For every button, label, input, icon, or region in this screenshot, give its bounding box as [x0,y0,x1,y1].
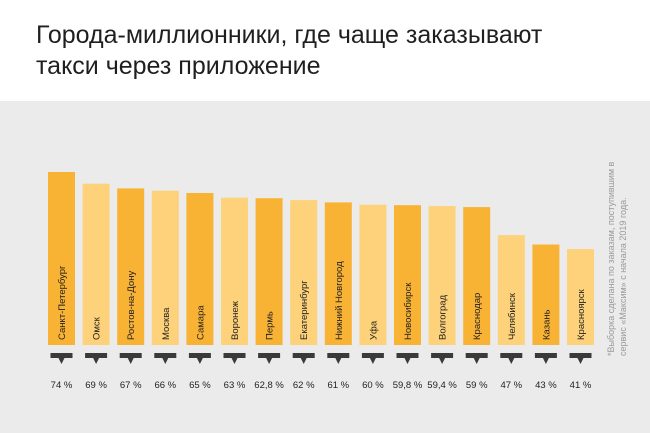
bar-value-label: 59,4 % [427,380,457,391]
bar-10 [359,204,387,345]
category-marker [396,353,419,364]
category-marker [85,353,108,364]
bar-7 [255,198,283,345]
bar-12 [428,206,456,345]
bar-14 [497,235,525,345]
bar-1 [48,172,75,345]
bar-value-label: 66 % [154,380,176,391]
bar-3 [117,188,145,345]
bar-value-label: 63 % [224,380,246,391]
category-marker [223,353,246,364]
category-marker [258,353,281,364]
bar-value-label: 62 % [293,380,315,391]
bar-value-label: 74 % [51,380,73,391]
bar-8 [290,200,318,345]
bar-13 [463,207,491,345]
chart-title: Города-миллионники, где чаще заказывают … [36,20,596,82]
bar-category-label: Омск [92,316,103,340]
bar-category-label: Краснодар [472,293,483,340]
bar-value-label: 41 % [570,380,592,391]
bar-11 [394,205,421,345]
bar-category-label: Москва [161,307,172,340]
bar-2 [82,183,110,345]
bar-value-label: 47 % [500,380,522,391]
category-marker [500,353,523,364]
bar-category-label: Волгоград [438,294,449,340]
bar-category-label: Красноярск [576,288,587,340]
bar-category-label: Нижний Новгород [334,261,345,340]
bar-category-label: Челябинск [507,292,518,340]
footnote: *Выборка сделана по заказам, поступившим… [606,161,628,356]
bar-category-label: Казань [541,309,552,340]
category-marker [361,353,384,364]
bar-value-label: 59,8 % [393,380,423,391]
bar-6 [221,197,248,345]
bar-5 [186,193,214,345]
bar-value-label: 62,8 % [254,380,284,391]
bar-category-label: Самара [195,305,206,340]
bar-9 [324,202,352,345]
bar-value-label: 60 % [362,380,384,391]
bar-value-label: 59 % [466,380,488,391]
bar-16 [567,249,594,345]
bar-category-label: Новосибирск [403,282,414,340]
category-marker [569,353,592,364]
bar-value-label: 69 % [85,380,107,391]
bar-category-label: Санкт-Петербург [57,265,68,340]
bar-category-label: Ростов-на-Дону [126,271,137,340]
category-marker [119,353,142,364]
category-marker [154,353,177,364]
category-marker [188,353,211,364]
category-marker [50,353,73,364]
bar-4 [151,190,179,345]
category-marker [292,353,315,364]
category-marker [465,353,488,364]
bar-category-label: Екатеринбург [299,280,310,340]
bar-15 [532,244,560,345]
category-marker [534,353,557,364]
bar-value-label: 67 % [120,380,142,391]
category-marker [431,353,454,364]
bar-value-label: 65 % [189,380,211,391]
chart-title-line-1: Города-миллионники, где чаще заказывают [36,21,543,49]
bar-category-label: Уфа [368,320,379,340]
bar-category-label: Пермь [265,311,276,340]
bar-value-label: 43 % [535,380,557,391]
bar-category-label: Воронеж [230,300,241,340]
bar-value-label: 61 % [327,380,349,391]
chart-title-line-2: такси через приложение [36,52,321,80]
category-marker [327,353,350,364]
